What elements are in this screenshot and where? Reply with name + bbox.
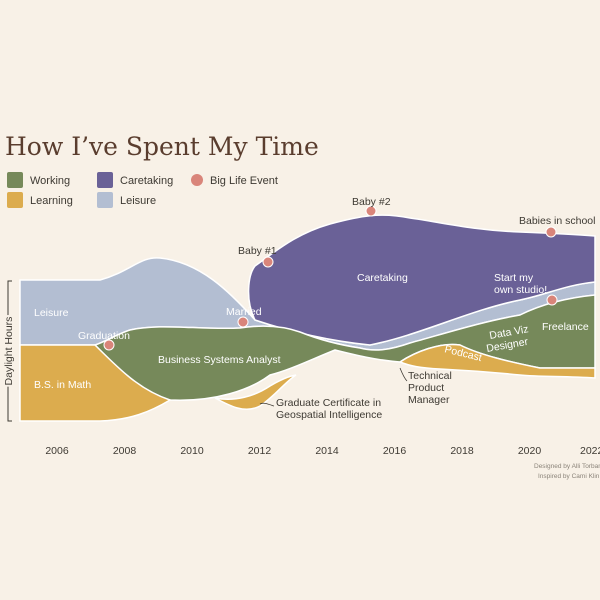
x-tick-label: 2020 <box>518 445 542 457</box>
label-caretaking: Caretaking <box>357 272 408 284</box>
credit-inspired: Inspired by Cami Klin <box>538 473 600 480</box>
label-studio-line2: own studio! <box>494 284 547 296</box>
legend-label-event: Big Life Event <box>210 175 278 187</box>
x-axis: 2006 2008 2010 2012 2014 2016 2018 2020 … <box>45 445 600 457</box>
label-babies-in-school: Babies in school <box>519 215 595 227</box>
legend: Working Caretaking Big Life Event Learni… <box>7 172 278 208</box>
stream-learning-podcast <box>398 343 596 379</box>
x-tick-label: 2014 <box>315 445 339 457</box>
label-graduate-line2: Geospatial Intelligence <box>276 409 382 421</box>
stream-learning-graduate <box>214 374 297 410</box>
x-tick-label: 2018 <box>450 445 474 457</box>
chart-title: How I’ve Spent My Time <box>5 132 319 161</box>
event-marker-married <box>237 316 249 328</box>
x-tick-label: 2012 <box>248 445 272 457</box>
label-business-systems-analyst: Business Systems Analyst <box>158 354 281 366</box>
label-leisure: Leisure <box>34 307 69 319</box>
legend-label-learning: Learning <box>30 195 73 207</box>
label-tpm-line3: Manager <box>408 394 450 406</box>
label-tpm-line2: Product <box>408 382 444 394</box>
x-tick-label: 2022 <box>580 445 600 457</box>
stream-working <box>93 294 596 401</box>
legend-label-working: Working <box>30 175 70 187</box>
legend-swatch-caretaking <box>97 172 113 188</box>
event-markers <box>103 205 558 351</box>
legend-swatch-working <box>7 172 23 188</box>
label-studio-line1: Start my <box>494 272 534 284</box>
y-axis-line <box>7 280 12 422</box>
leader-tpm <box>399 367 408 382</box>
label-graduate-line1: Graduate Certificate in <box>276 397 381 409</box>
event-marker-graduation <box>103 339 115 351</box>
y-axis-title: Daylight Hours <box>3 317 15 386</box>
legend-swatch-leisure <box>97 192 113 208</box>
event-marker-baby1 <box>262 256 274 268</box>
legend-swatch-learning <box>7 192 23 208</box>
stream-caretaking <box>247 214 596 346</box>
label-tpm-line1: Technical <box>408 370 452 382</box>
label-graduation: Graduation <box>78 330 130 342</box>
stream-learning <box>19 344 172 422</box>
legend-label-leisure: Leisure <box>120 195 156 207</box>
credit-designed: Designed by Alli Torban <box>534 463 600 470</box>
label-baby1: Baby #1 <box>238 245 277 257</box>
event-marker-baby2 <box>365 205 377 217</box>
legend-swatch-event <box>191 174 203 186</box>
x-tick-label: 2016 <box>383 445 407 457</box>
streams <box>19 214 596 422</box>
stream-labels: Leisure B.S. in Math Graduation Business… <box>34 196 595 421</box>
label-bs-math: B.S. in Math <box>34 379 91 391</box>
y-axis-bracket: Daylight Hours <box>1 280 17 422</box>
x-tick-label: 2006 <box>45 445 69 457</box>
legend-label-caretaking: Caretaking <box>120 175 173 187</box>
leader-lines <box>259 367 408 407</box>
event-marker-babies-in-school <box>545 226 557 238</box>
label-married: Married <box>226 306 262 318</box>
label-baby2: Baby #2 <box>352 196 391 208</box>
event-marker-studio <box>546 294 558 306</box>
label-freelance: Freelance <box>542 321 589 333</box>
x-tick-label: 2008 <box>113 445 137 457</box>
x-tick-label: 2010 <box>180 445 204 457</box>
leader-graduate <box>259 402 275 407</box>
